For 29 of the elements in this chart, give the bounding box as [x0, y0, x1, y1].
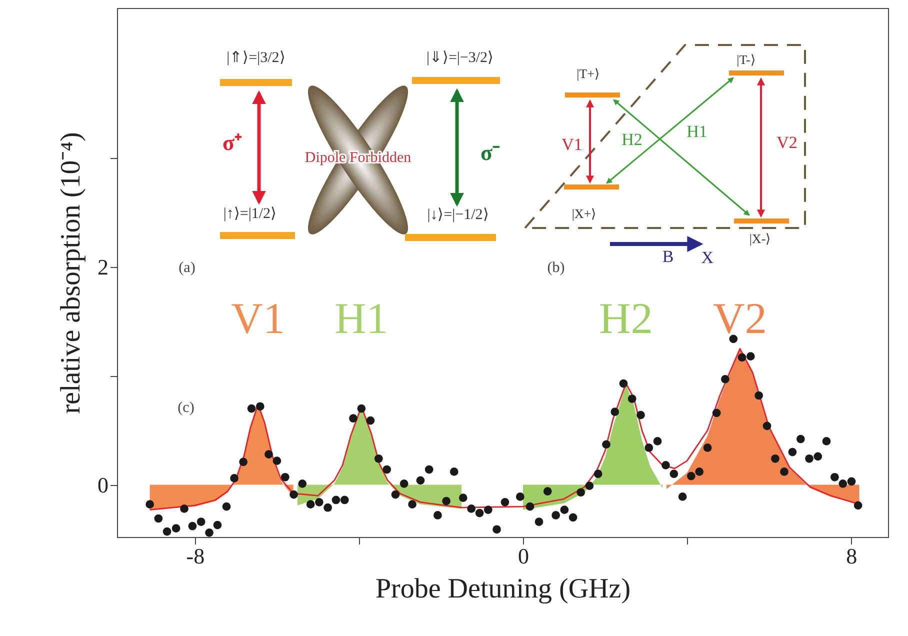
- x-tick-label: 0: [518, 544, 530, 568]
- annotation: V1: [562, 135, 582, 154]
- annotation: (a): [178, 260, 196, 276]
- annotation: |⇑⟩=|3/2⟩: [226, 50, 286, 66]
- annotation: |X-⟩: [749, 231, 771, 246]
- annotation: B: [662, 247, 674, 266]
- annotation: |↓⟩=|−1/2⟩: [427, 207, 489, 223]
- annotation: |X+⟩: [572, 206, 596, 221]
- series-label: H2: [599, 294, 653, 343]
- y-tick-label: 2: [98, 254, 108, 280]
- x-tick-label: -8: [186, 544, 205, 568]
- annotation: σ⁺: [222, 130, 242, 155]
- series-label: V2: [713, 294, 767, 343]
- annotation: H1: [686, 122, 708, 141]
- x-tick-label: 8: [846, 544, 858, 568]
- annotation: V2: [776, 133, 798, 152]
- annotation: X⃗: [701, 248, 727, 267]
- series-label: V1: [231, 294, 285, 343]
- annotation: |↑⟩=|1/2⟩: [223, 206, 277, 222]
- annotation: |⇓⟩=|−3/2⟩: [426, 50, 494, 66]
- annotation: |T-⟩: [736, 52, 756, 67]
- annotation: |T+⟩: [576, 66, 600, 81]
- y-axis-title: relative absorption (10⁻⁴): [56, 132, 86, 414]
- x-axis-title: Probe Detuning (GHz): [375, 574, 631, 604]
- annotation: σ⁻: [480, 140, 500, 165]
- annotation: (c): [178, 400, 194, 416]
- annotation: (b): [547, 260, 565, 276]
- series-label: H1: [334, 294, 388, 343]
- annotation: H2: [622, 130, 642, 149]
